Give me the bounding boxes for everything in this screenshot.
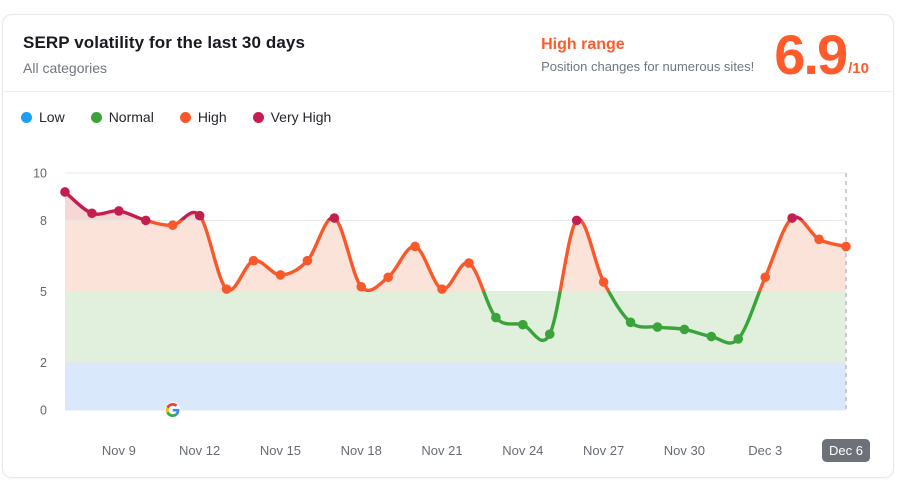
data-point-nov-19[interactable] [383, 272, 393, 283]
chart-legend: Low Normal High Very High [3, 92, 893, 128]
data-point-nov-8[interactable] [87, 208, 97, 219]
volatility-line [140, 220, 848, 292]
legend-item-high[interactable]: High [179, 109, 227, 125]
chart-band-normal [65, 291, 846, 363]
chart-band-low [65, 362, 846, 410]
data-point-nov-10[interactable] [140, 215, 151, 226]
x-tick-label: Nov 21 [421, 443, 462, 458]
data-point-nov-21[interactable] [437, 284, 447, 294]
legend-dot-icon [252, 111, 264, 123]
data-point-nov-17[interactable] [329, 213, 340, 223]
legend-item-low[interactable]: Low [21, 109, 65, 125]
data-point-nov-26[interactable] [571, 215, 582, 226]
legend-item-very-high[interactable]: Very High [252, 109, 332, 125]
x-tick-label: Nov 30 [664, 443, 705, 458]
x-tick-label: Nov 27 [583, 443, 624, 458]
legend-dot-icon [90, 111, 102, 123]
data-point-dec-3[interactable] [760, 272, 771, 283]
serp-volatility-card: SERP volatility for the last 30 days All… [2, 14, 894, 478]
current-date-badge [822, 439, 870, 462]
data-point-nov-13[interactable] [221, 284, 232, 294]
data-point-nov-29[interactable] [652, 322, 663, 332]
page-title: SERP volatility for the last 30 days [23, 33, 305, 52]
area-fill-high [65, 191, 846, 292]
legend-item-normal[interactable]: Normal [90, 109, 154, 125]
data-point-nov-11[interactable] [167, 220, 178, 230]
data-point-nov-9[interactable] [114, 206, 124, 216]
data-point-nov-22[interactable] [464, 258, 474, 268]
data-point-nov-20[interactable] [410, 241, 420, 252]
category-subtitle: All categories [23, 60, 108, 76]
x-tick-label: Nov 12 [179, 443, 220, 458]
legend-label: Low [39, 109, 65, 125]
data-point-nov-28[interactable] [625, 317, 636, 328]
y-tick-label: 8 [40, 214, 47, 228]
x-tick-label: Nov 18 [341, 443, 382, 458]
legend-dot-icon [179, 111, 191, 123]
data-point-nov-25[interactable] [544, 329, 555, 339]
range-description: Position changes for numerous sites! [541, 59, 755, 74]
x-tick-label: Dec 3 [748, 443, 782, 458]
card-header: SERP volatility for the last 30 days All… [3, 15, 893, 92]
data-point-nov-30[interactable] [679, 324, 690, 335]
chart-area: 0 2 5 8 10 Nov 9 Nov 12 Nov 15 Nov 18 Nov 21 Nov 2… [3, 133, 893, 473]
y-tick-label: 0 [40, 404, 47, 418]
data-point-nov-7[interactable] [60, 187, 70, 197]
volatility-score: 6.9 /10 [774, 23, 869, 86]
data-point-dec-5[interactable] [814, 234, 824, 245]
score-max: /10 [848, 60, 869, 77]
x-tick-label: Nov 9 [102, 443, 136, 458]
legend-label: Normal [108, 109, 154, 125]
data-point-nov-14[interactable] [248, 255, 259, 266]
data-point-dec-4[interactable] [787, 213, 797, 223]
data-point-nov-23[interactable] [491, 312, 501, 323]
google-update-icon[interactable] [165, 402, 181, 418]
x-tick-label: Nov 24 [502, 443, 543, 458]
x-tick-label-current: Dec 6 [829, 443, 863, 458]
score-value: 6.9 [774, 23, 848, 86]
data-point-nov-24[interactable] [518, 319, 528, 330]
data-point-dec-2[interactable] [733, 334, 744, 344]
data-point-nov-18[interactable] [356, 281, 367, 292]
data-point-nov-27[interactable] [598, 277, 609, 287]
volatility-chart: 0 2 5 8 10 Nov 9 Nov 12 Nov 15 Nov 18 Nov 21 Nov 2… [33, 167, 870, 462]
legend-label: High [197, 109, 227, 125]
data-point-dec-6[interactable] [841, 241, 851, 252]
legend-label: Very High [270, 109, 332, 125]
x-tick-label: Nov 15 [260, 443, 301, 458]
range-label: High range [541, 36, 625, 53]
data-point-dec-1[interactable] [706, 331, 717, 342]
data-point-nov-15[interactable] [275, 270, 286, 280]
data-point-nov-16[interactable] [302, 255, 313, 266]
legend-dot-icon [21, 111, 32, 123]
y-tick-label: 5 [40, 285, 47, 299]
y-tick-label: 10 [33, 167, 47, 181]
y-tick-label: 2 [40, 356, 47, 370]
data-point-nov-12[interactable] [194, 210, 205, 221]
